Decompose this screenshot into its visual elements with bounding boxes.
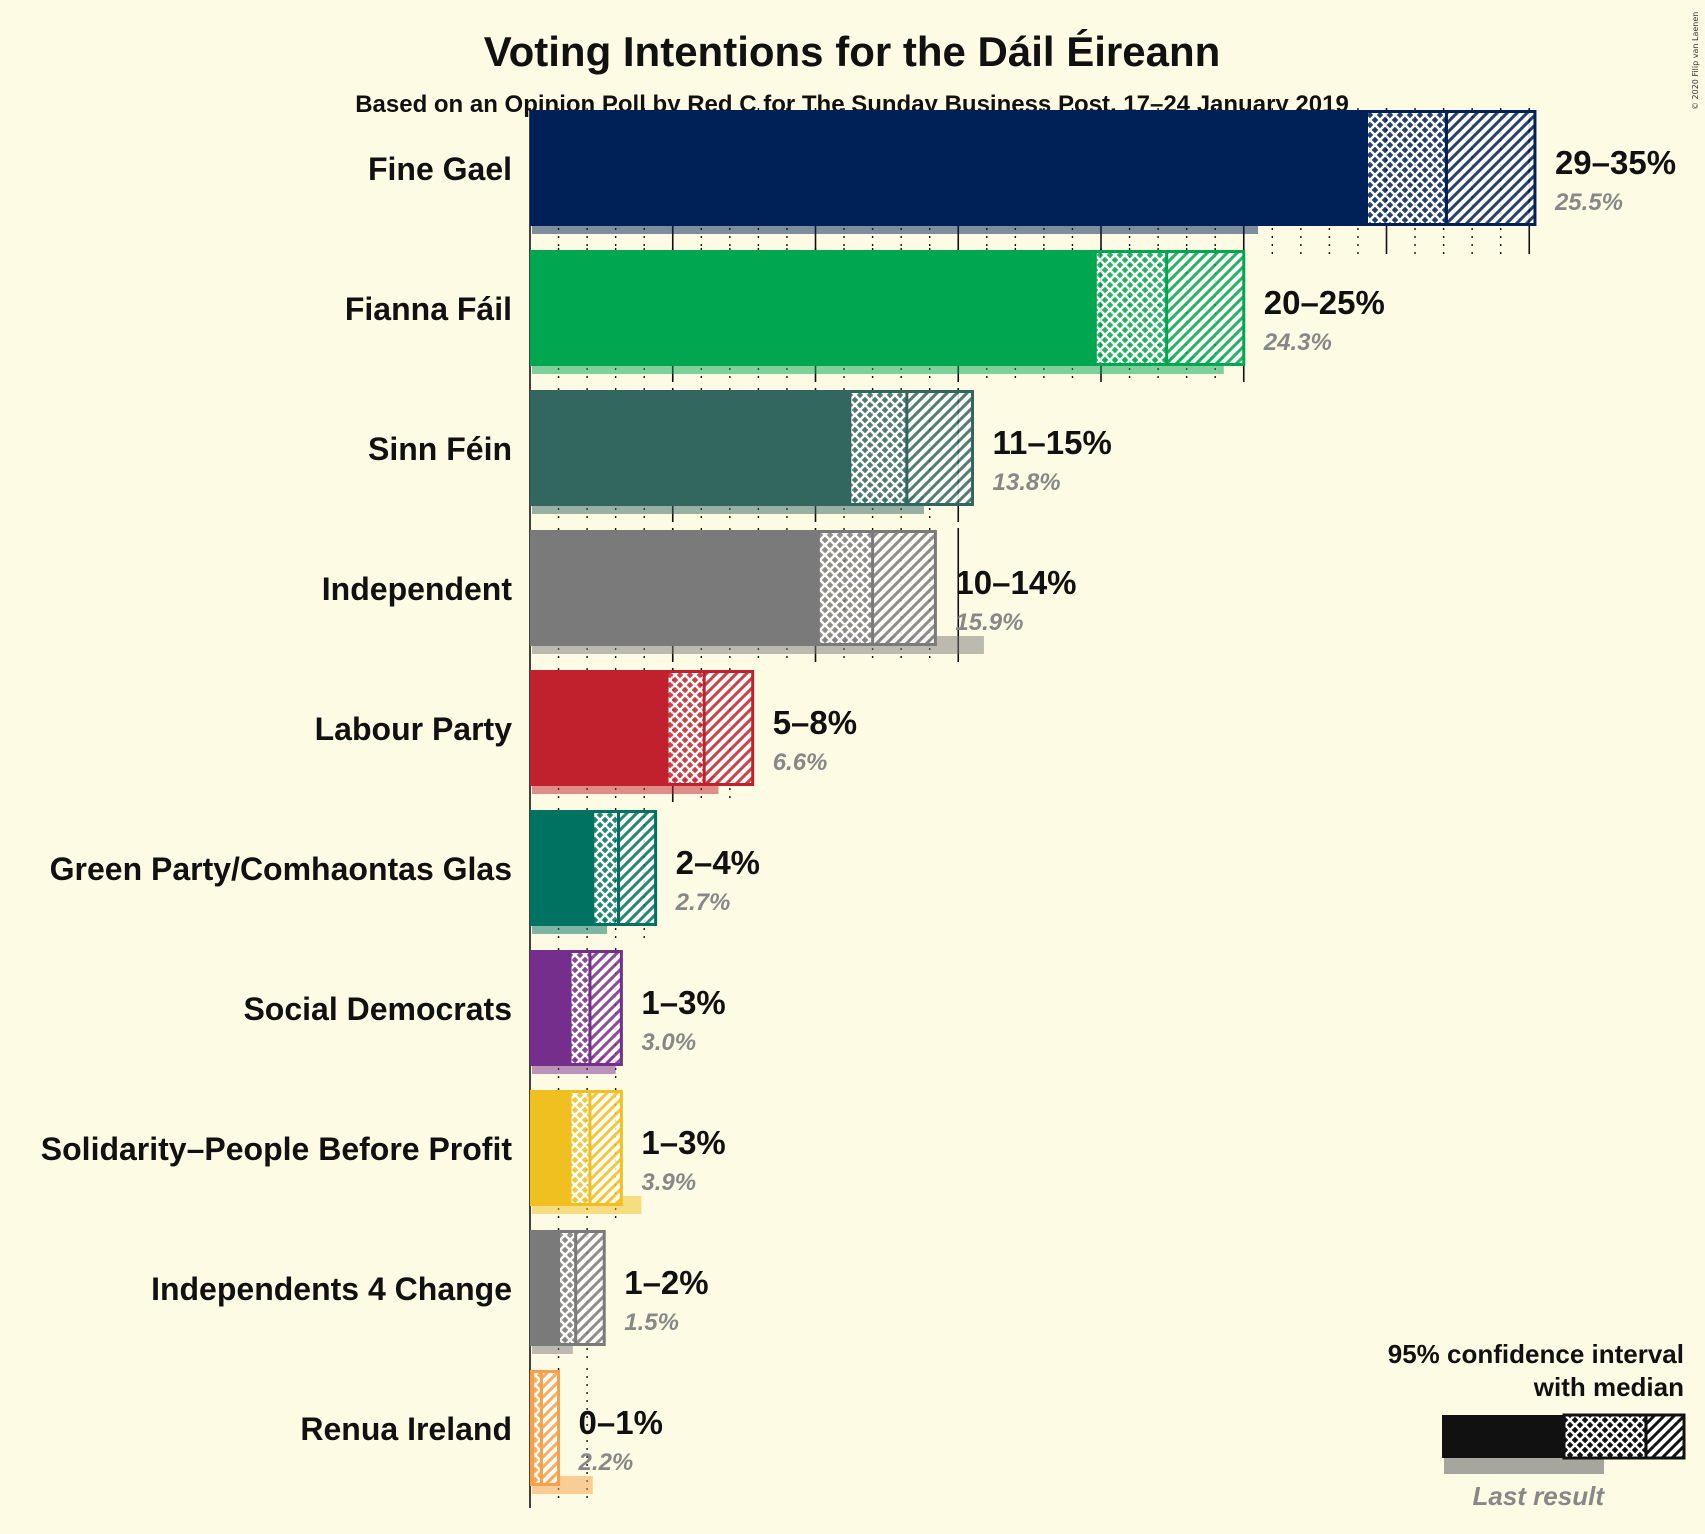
range-label: 5–8% (773, 704, 857, 741)
party-row: Independents 4 Change 1–2% 1.5% (151, 1228, 709, 1368)
median-to-ci-upper (589, 950, 622, 1066)
ci-lower-to-median (849, 390, 907, 506)
ci-lower-bar (530, 110, 1367, 226)
ci-outline (1365, 110, 1537, 226)
ci-lower-to-median (558, 1230, 576, 1346)
last-result-label: 3.0% (641, 1029, 696, 1056)
ci-outline (591, 810, 658, 926)
ci-lower-to-median (592, 810, 619, 926)
last-result-label: 24.3% (1263, 329, 1332, 356)
legend-ci-outline (1562, 1413, 1686, 1460)
party-label: Independents 4 Change (151, 1271, 512, 1307)
legend-ci-line2: with median (1533, 1372, 1684, 1402)
last-result-label: 1.5% (624, 1309, 679, 1336)
median-to-ci-upper (1166, 250, 1244, 366)
ci-outline (816, 530, 937, 646)
ci-outline (557, 1230, 606, 1346)
range-label: 11–15% (993, 424, 1112, 461)
range-label: 1–2% (624, 1264, 708, 1301)
median-to-ci-upper (589, 1090, 622, 1206)
party-row: Social Democrats 1–3% 3.0% (243, 948, 726, 1088)
legend: 95% confidence interval with median Last… (1388, 1339, 1686, 1511)
ci-lower-bar (530, 390, 850, 506)
ci-outline (665, 670, 755, 786)
ci-lower-bar (530, 810, 593, 926)
party-row: Sinn Féin 11–15% 13.8% (368, 388, 1112, 528)
ci-lower-bar (530, 670, 668, 786)
ci-lower-bar (530, 530, 819, 646)
median-to-ci-upper (618, 810, 656, 926)
ci-lower-to-median (569, 1090, 590, 1206)
party-row: Renua Ireland 0–1% 2.2% (300, 1368, 663, 1508)
ci-lower-bar (530, 250, 1096, 366)
range-label: 1–3% (641, 1124, 725, 1161)
median-to-ci-upper (1446, 110, 1535, 226)
last-result-label: 3.9% (641, 1169, 696, 1196)
ci-outline (531, 1370, 561, 1486)
ci-lower-to-median (667, 670, 705, 786)
legend-last-result-label: Last result (1473, 1481, 1606, 1511)
ci-lower-bar (530, 1090, 570, 1206)
ci-outline (848, 390, 975, 506)
range-label: 1–3% (641, 984, 725, 1021)
median-to-ci-upper (704, 670, 753, 786)
party-row: Fianna Fáil 20–25% 24.3% (345, 248, 1385, 388)
median-to-ci-upper (575, 1230, 605, 1346)
party-label: Social Democrats (243, 991, 512, 1027)
party-label: Fianna Fáil (345, 291, 512, 327)
ci-lower-to-median (532, 1370, 542, 1486)
ci-outline (568, 950, 623, 1066)
range-label: 10–14% (955, 564, 1076, 601)
range-label: 0–1% (579, 1404, 663, 1441)
party-row: Solidarity–People Before Profit 1–3% 3.9% (41, 1088, 726, 1228)
ci-lower-to-median (1366, 110, 1447, 226)
ci-lower-bar (530, 1230, 559, 1346)
ci-lower-to-median (1095, 250, 1167, 366)
party-rows: Fine Gael 29–35% 25.5% Fianna Fáil 20–25% 24.… (41, 108, 1676, 1508)
party-row: Green Party/Comhaontas Glas 2–4% 2.7% (50, 808, 760, 948)
last-result-label: 15.9% (955, 609, 1023, 636)
last-result-label: 25.5% (1554, 189, 1623, 216)
last-result-label: 6.6% (773, 749, 828, 776)
median-to-ci-upper (872, 530, 936, 646)
median-to-ci-upper (906, 390, 973, 506)
legend-cross-hatch (1564, 1415, 1646, 1458)
last-result-label: 2.2% (578, 1449, 634, 1476)
ci-lower-to-median (818, 530, 873, 646)
chart-title: Voting Intentions for the Dáil Éireann (484, 28, 1221, 75)
party-label: Renua Ireland (300, 1411, 512, 1447)
party-label: Solidarity–People Before Profit (41, 1131, 513, 1167)
last-result-label: 2.7% (675, 889, 731, 916)
ci-outline (568, 1090, 623, 1206)
last-result-label: 13.8% (993, 469, 1061, 496)
party-label: Independent (322, 571, 513, 607)
party-label: Green Party/Comhaontas Glas (50, 851, 512, 887)
range-label: 2–4% (676, 844, 760, 881)
party-label: Sinn Féin (368, 431, 512, 467)
range-label: 29–35% (1555, 144, 1676, 181)
party-row: Fine Gael 29–35% 25.5% (368, 108, 1676, 254)
ci-lower-to-median (569, 950, 590, 1066)
legend-ci-line1: 95% confidence interval (1388, 1339, 1684, 1369)
ci-lower-bar (530, 950, 570, 1066)
range-label: 20–25% (1264, 284, 1385, 321)
party-row: Labour Party 5–8% 6.6% (315, 668, 857, 808)
ci-outline (1093, 250, 1246, 366)
legend-solid-bar (1442, 1415, 1564, 1458)
median-to-ci-upper (541, 1370, 559, 1486)
party-label: Labour Party (315, 711, 513, 747)
party-row: Independent 10–14% 15.9% (322, 528, 1077, 668)
legend-diag-hatch (1646, 1415, 1684, 1458)
copyright-credit: © 2020 Filip van Laenen (1691, 12, 1700, 110)
party-label: Fine Gael (368, 151, 512, 187)
